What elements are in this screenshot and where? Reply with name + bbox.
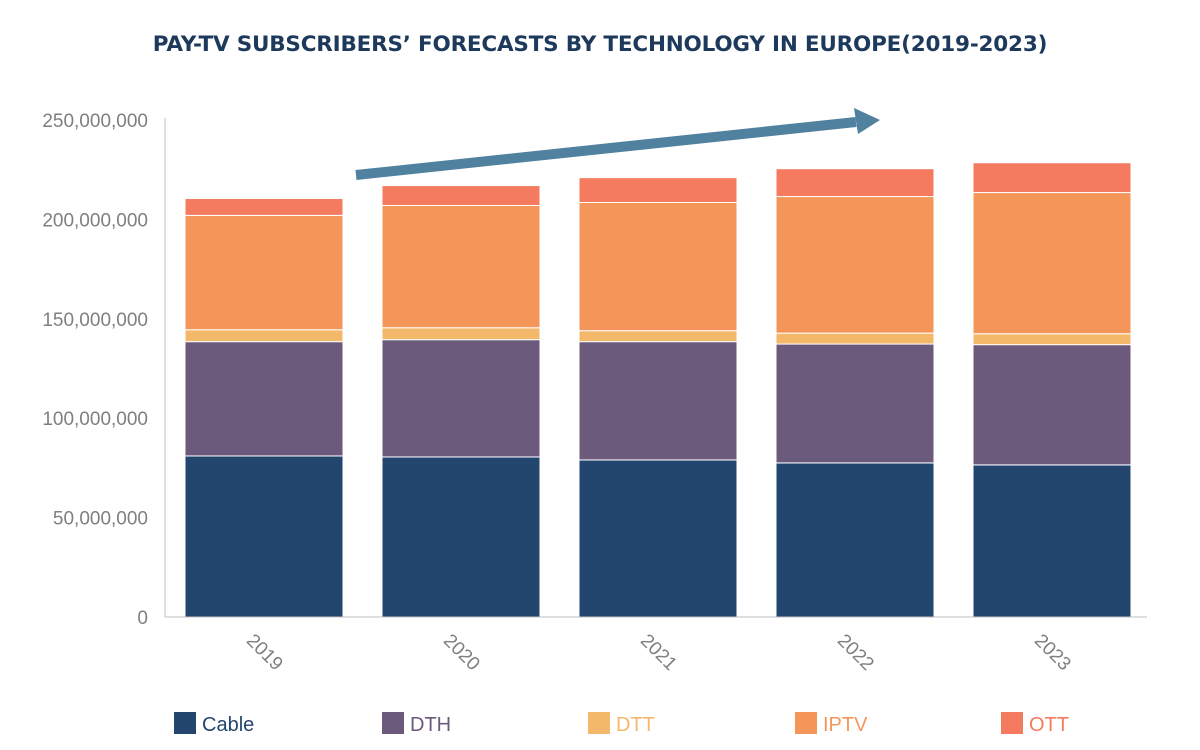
- bar-iptv-2023: [972, 192, 1132, 335]
- bar-ott-2019: [184, 198, 344, 216]
- legend-label-iptv: IPTV: [823, 714, 868, 736]
- x-axis: 2019 2020 2021 2022 2023: [165, 616, 1147, 675]
- legend-label-cable: Cable: [202, 714, 254, 736]
- legend-swatch-dtt: [588, 712, 610, 734]
- bar-dth-2019: [184, 341, 344, 457]
- legend-label-dth: DTH: [410, 714, 451, 736]
- y-tick-label: 100,000,000: [42, 409, 148, 430]
- bar-iptv-2019: [184, 214, 344, 331]
- bar-iptv-2022: [775, 196, 935, 334]
- legend-label-ott: OTT: [1029, 714, 1069, 736]
- legend-swatch-cable: [174, 712, 196, 734]
- y-tick-label: 250,000,000: [42, 111, 148, 132]
- bar-cable-2019: [184, 455, 344, 618]
- legend-swatch-dth: [382, 712, 404, 734]
- y-tick-label: 0: [137, 608, 148, 629]
- x-tick-label: 2023: [1030, 630, 1075, 675]
- bar-dtt-2020: [381, 327, 541, 341]
- bar-dth-2022: [775, 343, 935, 464]
- y-tick-label: 50,000,000: [53, 509, 148, 530]
- bar-dtt-2023: [972, 333, 1132, 346]
- bar-ott-2023: [972, 162, 1132, 194]
- chart-title: PAY-TV SUBSCRIBERS’ FORECASTS BY TECHNOL…: [152, 32, 1048, 57]
- trend-arrow-head: [854, 108, 880, 134]
- bar-dth-2023: [972, 344, 1132, 466]
- bar-iptv-2020: [381, 204, 541, 329]
- bar-dtt-2021: [578, 330, 738, 343]
- y-tick-label: 150,000,000: [42, 310, 148, 331]
- bar-cable-2020: [381, 456, 541, 618]
- trend-arrow: [355, 108, 880, 180]
- bar-iptv-2021: [578, 202, 738, 332]
- bar-ott-2021: [578, 177, 738, 204]
- bar-ott-2022: [775, 168, 935, 198]
- bar-dtt-2022: [775, 332, 935, 345]
- legend: Cable DTH DTT IPTV OTT: [174, 712, 1069, 736]
- legend-label-dtt: DTT: [616, 714, 655, 736]
- legend-swatch-iptv: [795, 712, 817, 734]
- legend-swatch-ott: [1001, 712, 1023, 734]
- bar-dth-2020: [381, 339, 541, 458]
- x-tick-label: 2022: [833, 630, 878, 675]
- x-tick-label: 2019: [242, 630, 287, 675]
- y-axis: 0 50,000,000 100,000,000 150,000,000 200,000…: [42, 111, 166, 629]
- bar-ott-2020: [381, 185, 541, 206]
- bar-cable-2021: [578, 459, 738, 618]
- trend-arrow-shaft: [355, 117, 857, 180]
- bars: [184, 162, 1132, 618]
- bar-cable-2023: [972, 464, 1132, 618]
- y-tick-label: 200,000,000: [42, 210, 148, 231]
- bar-dth-2021: [578, 341, 738, 461]
- x-tick-label: 2021: [636, 630, 681, 675]
- x-tick-label: 2020: [439, 630, 484, 675]
- bar-dtt-2019: [184, 329, 344, 343]
- bar-cable-2022: [775, 462, 935, 618]
